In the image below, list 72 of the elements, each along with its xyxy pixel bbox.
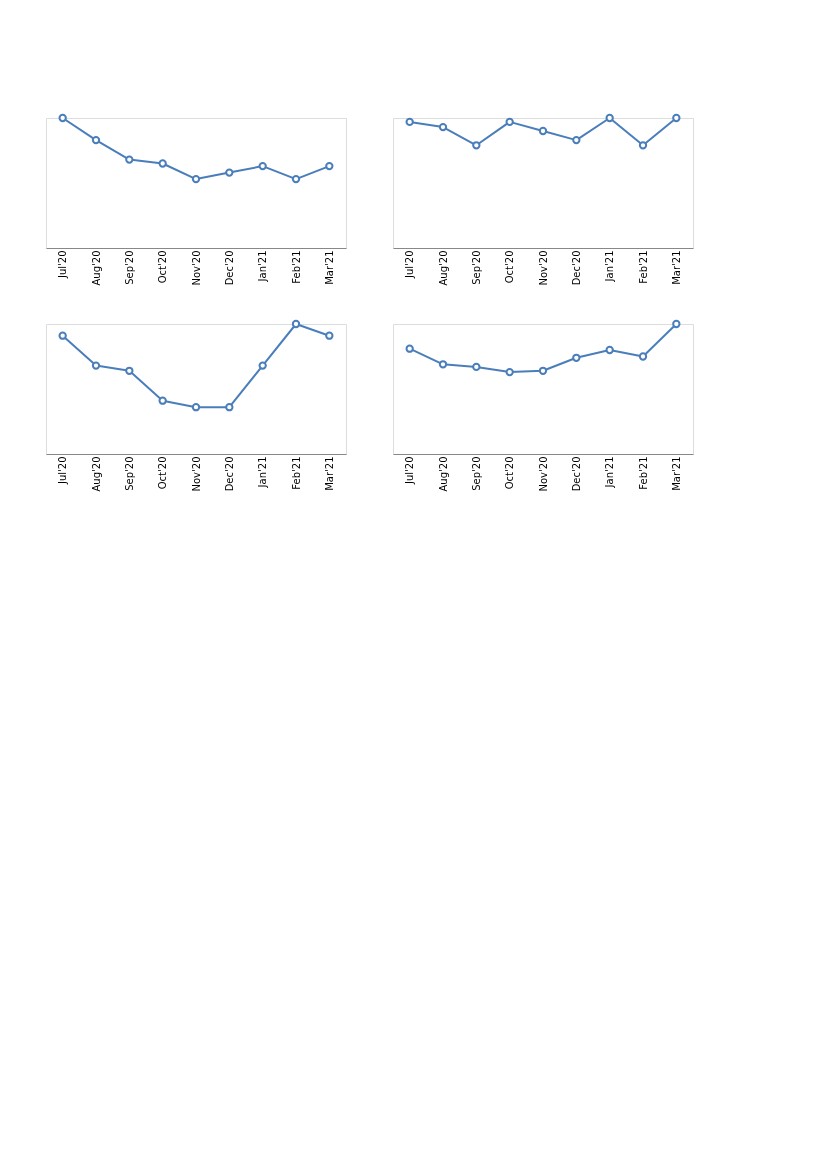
point: [472, 141, 481, 150]
point: [158, 396, 167, 405]
x-tick-label: Jan'21: [604, 456, 616, 489]
point: [605, 345, 614, 355]
point: [291, 174, 301, 184]
x-tick-label: Aug'20: [90, 456, 102, 492]
point: [638, 141, 648, 150]
x-tick-label: Feb'21: [637, 250, 649, 284]
x-tick-label: Sep'20: [470, 250, 482, 285]
point: [191, 403, 201, 412]
x-tick-label: Jul'20: [404, 456, 416, 486]
x-tick-label: Jul'20: [57, 456, 69, 486]
x-tick-label: Oct'20: [504, 456, 516, 490]
x-tick-label: Jan'21: [604, 250, 616, 283]
point: [572, 135, 581, 145]
point: [505, 117, 514, 127]
point: [125, 366, 134, 375]
point: [505, 367, 514, 377]
point: [472, 362, 481, 372]
x-tick-label: Dec'20: [223, 250, 235, 286]
x-tick-label: Nov'20: [537, 250, 549, 286]
point: [225, 168, 234, 177]
point: [638, 352, 648, 361]
point: [438, 122, 448, 132]
point: [91, 135, 101, 145]
point: [325, 331, 334, 340]
x-tick-label: Sep'20: [123, 250, 135, 285]
point: [538, 366, 548, 375]
x-tick-label: Nov'20: [537, 456, 549, 492]
point: [58, 331, 67, 340]
x-tick-label: Jan'21: [257, 250, 269, 283]
point: [572, 353, 581, 362]
x-tick-label: Aug'20: [437, 456, 449, 492]
x-tick-label: Oct'20: [157, 456, 169, 490]
point: [91, 361, 101, 370]
x-tick-label: Mar'21: [670, 456, 682, 491]
x-tick-label: Feb'21: [637, 456, 649, 490]
point: [258, 161, 267, 171]
x-tick-label: Feb'21: [290, 250, 302, 284]
x-tick-label: Aug'20: [437, 250, 449, 286]
x-tick-label: Jul'20: [57, 250, 69, 280]
point: [405, 117, 414, 127]
x-tick-label: Mar'21: [323, 456, 335, 491]
x-tick-label: Feb'21: [290, 456, 302, 490]
x-tick-label: Oct'20: [157, 250, 169, 284]
point: [605, 113, 614, 123]
point: [191, 174, 201, 184]
x-tick-label: Sep'20: [123, 456, 135, 491]
x-tick-label: Oct'20: [504, 250, 516, 284]
x-tick-label: Sep'20: [470, 456, 482, 491]
x-tick-label: Jul'20: [404, 250, 416, 280]
x-tick-label: Aug'20: [90, 250, 102, 286]
point: [405, 344, 414, 353]
point: [672, 319, 681, 329]
point: [158, 159, 167, 168]
point: [438, 360, 448, 369]
point: [291, 319, 301, 329]
x-tick-label: Nov'20: [190, 250, 202, 286]
point: [672, 113, 681, 123]
x-tick-label: Dec'20: [570, 250, 582, 286]
x-tick-label: Mar'21: [670, 250, 682, 285]
x-tick-label: Nov'20: [190, 456, 202, 492]
point: [258, 361, 267, 370]
point: [325, 161, 334, 171]
point: [538, 126, 548, 136]
point: [125, 155, 134, 164]
x-tick-label: Dec'20: [223, 456, 235, 492]
point: [58, 113, 67, 123]
x-tick-label: Mar'21: [323, 250, 335, 285]
x-tick-label: Jan'21: [257, 456, 269, 489]
x-tick-label: Dec'20: [570, 456, 582, 492]
point: [225, 403, 234, 412]
